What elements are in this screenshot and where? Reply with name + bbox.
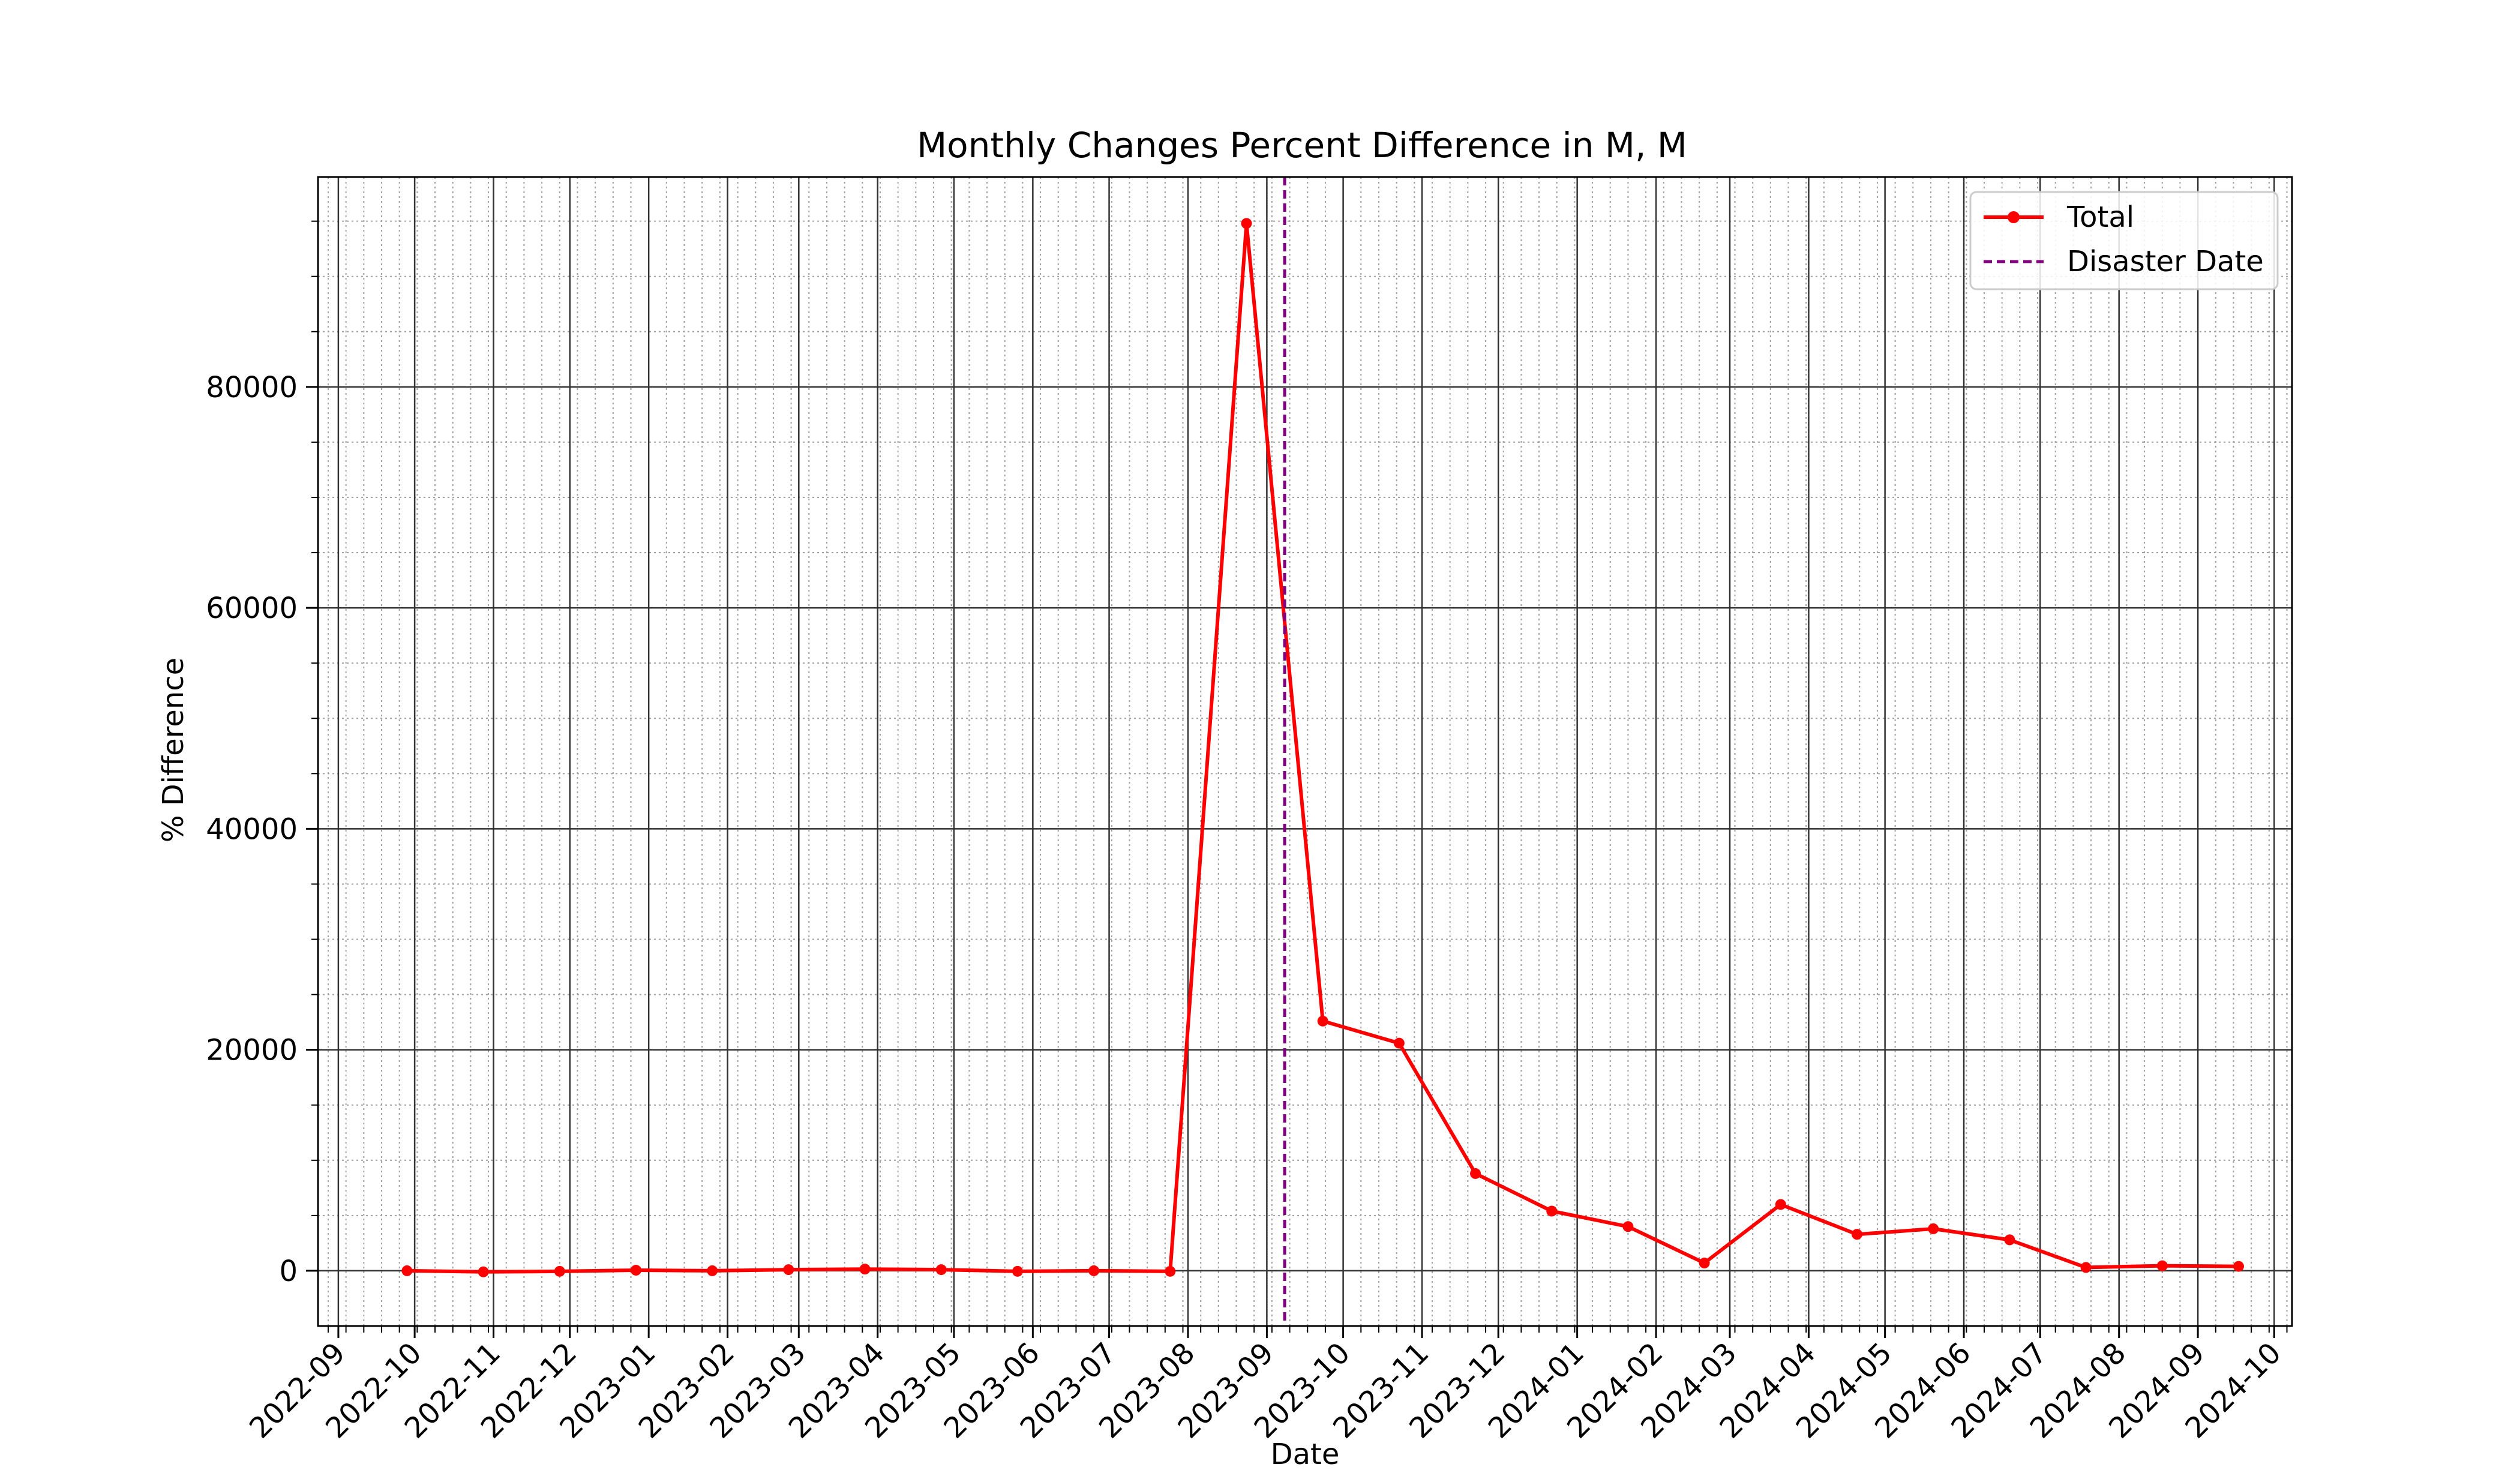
- plot-area: 2022-092022-102022-112022-122023-012023-…: [206, 176, 2293, 1445]
- data-point: [1775, 1199, 1786, 1210]
- axis-ticks: [306, 220, 2288, 1338]
- data-point: [1088, 1265, 1100, 1276]
- data-point: [1852, 1229, 1863, 1240]
- chart-title: Monthly Changes Percent Difference in M,…: [917, 125, 1687, 166]
- data-point: [1699, 1258, 1710, 1269]
- data-point: [1165, 1265, 1176, 1277]
- y-tick-label: 20000: [206, 1034, 298, 1067]
- data-point: [935, 1264, 947, 1276]
- y-tick-label: 40000: [206, 812, 298, 846]
- plot-background: [318, 177, 2292, 1326]
- legend-total-label: Total: [2066, 200, 2134, 234]
- data-point: [478, 1266, 489, 1277]
- data-point: [1470, 1168, 1481, 1179]
- data-point: [2080, 1262, 2092, 1273]
- data-point: [1546, 1205, 1558, 1217]
- data-point: [2156, 1260, 2168, 1271]
- data-point: [783, 1264, 794, 1276]
- y-tick-label: 60000: [206, 592, 298, 625]
- data-point: [1622, 1221, 1634, 1232]
- y-tick-labels: 0 20000 40000 60000 80000: [206, 371, 298, 1288]
- y-axis-label: % Difference: [157, 658, 190, 842]
- data-point: [2233, 1261, 2244, 1272]
- data-point: [2004, 1234, 2015, 1246]
- data-point: [859, 1264, 871, 1275]
- x-axis-label: Date: [1271, 1438, 1340, 1470]
- y-tick-label: 80000: [206, 371, 298, 404]
- data-point: [1393, 1037, 1405, 1049]
- legend: Total Disaster Date: [1969, 191, 2279, 290]
- data-point: [630, 1265, 641, 1276]
- series-layer: [401, 218, 2244, 1277]
- major-grid: [318, 177, 2292, 1326]
- legend-box: [1969, 191, 2279, 290]
- data-point: [1012, 1265, 1023, 1277]
- legend-total-marker: [2008, 211, 2020, 223]
- data-point: [554, 1265, 565, 1277]
- legend-disaster-label: Disaster Date: [2067, 245, 2264, 278]
- plot-frame: [317, 176, 2293, 1327]
- data-point: [1241, 218, 1252, 229]
- y-tick-label: 0: [279, 1255, 298, 1288]
- data-point: [1928, 1223, 1939, 1234]
- data-point: [707, 1265, 718, 1276]
- data-point: [401, 1265, 413, 1276]
- data-point: [1317, 1015, 1328, 1027]
